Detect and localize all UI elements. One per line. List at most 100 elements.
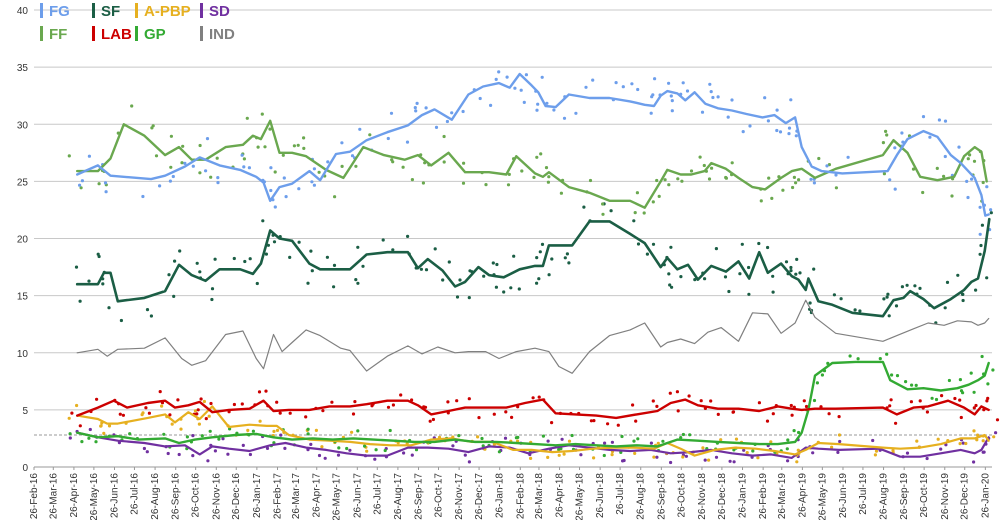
- sf-poll-dot: [832, 293, 837, 297]
- sd-poll-dot: [603, 441, 607, 445]
- x-tick-label: 26-Sep-16: [171, 473, 182, 520]
- ff-poll-dot: [317, 170, 321, 174]
- fg-poll-dot: [846, 155, 850, 159]
- lab-poll-dot: [959, 415, 963, 420]
- fg-poll-dot: [630, 82, 634, 86]
- x-tick-label: 26-Apr-18: [555, 473, 566, 518]
- sf-poll-dot: [538, 250, 542, 254]
- sf-poll-dot: [900, 285, 905, 289]
- sf-poll-dot: [670, 285, 674, 289]
- lab-poll-dot: [204, 417, 208, 421]
- sd-poll-dot: [226, 452, 230, 456]
- sd-poll-dot: [142, 446, 146, 451]
- sd-poll-dot: [166, 451, 170, 456]
- sd-poll-dot: [463, 453, 467, 457]
- fg-poll-dot: [966, 195, 970, 200]
- a-pbp-series-line: [76, 405, 990, 457]
- a-pbp-poll-dot: [795, 460, 799, 464]
- ff-poll-dot: [67, 154, 71, 158]
- sd-poll-dot: [373, 457, 377, 461]
- sf-poll-dot: [502, 290, 506, 294]
- fg-poll-dot: [87, 154, 91, 158]
- fg-poll-dot: [80, 179, 84, 183]
- sd-poll-dot: [714, 455, 719, 459]
- fg-poll-dot: [649, 111, 653, 115]
- sf-poll-dot: [913, 284, 917, 288]
- sf-poll-dot: [210, 297, 214, 302]
- ff-poll-dot: [442, 160, 446, 164]
- lab-poll-dot: [995, 418, 1000, 422]
- x-tick-label: 26-Apr-17: [312, 473, 323, 518]
- sf-poll-dot: [455, 295, 460, 299]
- gp-poll-dot: [991, 368, 995, 372]
- sf-poll-dot: [310, 269, 314, 273]
- gp-poll-dot: [356, 429, 360, 433]
- fg-poll-dot: [584, 85, 588, 89]
- sf-poll-dot: [563, 256, 567, 260]
- ff-poll-dot: [633, 211, 637, 215]
- ind-series-line: [76, 299, 990, 374]
- x-tick-label: 26-Nov-17: [454, 473, 465, 520]
- gp-poll-dot: [812, 398, 817, 403]
- fg-poll-dot: [825, 164, 829, 168]
- x-tick-label: 26-Nov-19: [940, 473, 951, 520]
- sd-poll-dot: [786, 459, 790, 463]
- fg-poll-dot: [297, 187, 301, 191]
- lab-poll-dot: [240, 402, 244, 406]
- lab-poll-dot: [827, 412, 831, 416]
- fg-poll-dot: [358, 127, 362, 131]
- fg-poll-dot: [636, 87, 640, 92]
- sd-poll-dot: [402, 451, 406, 455]
- ff-poll-dot: [935, 166, 939, 170]
- a-pbp-poll-dot: [529, 456, 533, 460]
- a-pbp-poll-dot: [891, 448, 895, 453]
- sf-poll-dot: [537, 277, 541, 281]
- lab-poll-dot: [985, 399, 989, 403]
- a-pbp-poll-dot: [567, 439, 572, 443]
- a-pbp-poll-dot: [207, 414, 211, 418]
- lab-poll-dot: [144, 406, 148, 410]
- sf-poll-dot: [210, 287, 215, 291]
- sf-poll-dot: [512, 254, 516, 258]
- lab-poll-dot: [537, 395, 541, 399]
- a-pbp-poll-dot: [314, 428, 318, 432]
- sf-poll-dot: [784, 260, 789, 264]
- x-tick-label: 26-Jun-18: [595, 473, 606, 518]
- legend-label-ind: IND: [209, 26, 235, 43]
- lab-poll-dot: [399, 393, 403, 397]
- fg-poll-dot: [928, 135, 932, 139]
- sf-poll-dot: [495, 262, 499, 267]
- gp-poll-dot: [541, 434, 546, 438]
- gp-poll-dot: [815, 381, 820, 385]
- sf-poll-dot: [757, 241, 761, 246]
- fg-poll-dot: [103, 181, 108, 185]
- fg-poll-dot: [965, 179, 969, 183]
- y-tick-label: 30: [17, 120, 29, 131]
- ff-poll-dot: [601, 212, 605, 216]
- gp-poll-dot: [80, 440, 84, 444]
- x-tick-label: 26-Apr-16: [69, 473, 80, 518]
- ff-poll-dot: [724, 175, 728, 180]
- ff-poll-dot: [885, 133, 889, 137]
- lab-poll-dot: [428, 419, 432, 423]
- a-pbp-poll-dot: [915, 439, 919, 443]
- gp-poll-dot: [94, 440, 98, 444]
- fg-poll-dot: [191, 164, 195, 168]
- fg-poll-dot: [242, 165, 246, 169]
- a-pbp-poll-dot: [258, 419, 262, 423]
- lab-poll-dot: [889, 398, 893, 402]
- sf-poll-dot: [87, 279, 91, 283]
- sf-poll-dot: [960, 292, 965, 296]
- lab-poll-dot: [386, 405, 391, 409]
- sd-poll-dot: [621, 459, 625, 463]
- lab-series-line: [75, 398, 990, 420]
- lab-poll-dot: [275, 400, 279, 404]
- sd-poll-dot: [961, 441, 965, 445]
- gp-poll-dot: [620, 434, 624, 439]
- gp-poll-dot: [751, 449, 755, 453]
- sf-poll-dot: [306, 281, 310, 285]
- fg-poll-dot: [685, 89, 690, 93]
- fg-poll-dot: [216, 181, 220, 185]
- sd-poll-dot: [206, 459, 210, 463]
